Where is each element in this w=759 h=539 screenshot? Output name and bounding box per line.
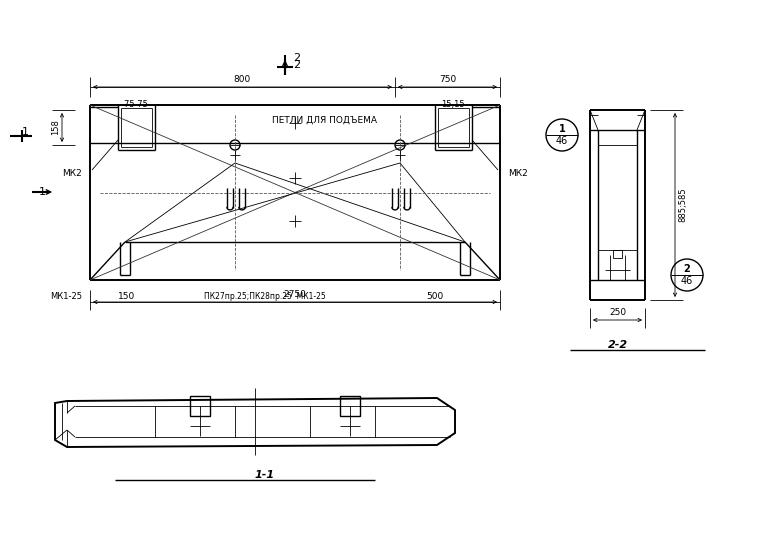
Text: 2: 2 [294,53,301,63]
Text: 158: 158 [51,119,60,135]
Text: 1: 1 [559,124,565,134]
Text: 500: 500 [427,292,443,301]
Bar [190,396,210,416]
Text: 885;585: 885;585 [678,188,687,222]
Bar [340,396,360,416]
Text: ПК27пр.25;ПК28пр.25  МК1-25: ПК27пр.25;ПК28пр.25 МК1-25 [204,292,326,301]
Text: 250: 250 [609,308,626,317]
Text: МК1-25: МК1-25 [50,292,82,301]
Text: 46: 46 [681,276,693,286]
Text: 750: 750 [439,75,456,84]
Text: 1: 1 [39,187,46,197]
Text: 2: 2 [684,264,691,274]
Text: 15,15: 15,15 [441,100,465,109]
Bar [613,250,622,258]
Text: 1: 1 [21,127,29,137]
Text: 2-2: 2-2 [607,340,628,350]
Text: 46: 46 [556,136,568,146]
Text: МК2: МК2 [508,169,528,177]
Text: 150: 150 [118,292,136,301]
Text: 2750: 2750 [284,290,307,299]
Text: 800: 800 [234,75,251,84]
Text: 1-1: 1-1 [255,470,275,480]
Text: 75 75: 75 75 [124,100,148,109]
Text: 2: 2 [294,60,301,70]
Text: МК2: МК2 [62,169,82,177]
Text: ПЕТЛИ ДЛЯ ПОДЪЕМА: ПЕТЛИ ДЛЯ ПОДЪЕМА [272,115,377,125]
